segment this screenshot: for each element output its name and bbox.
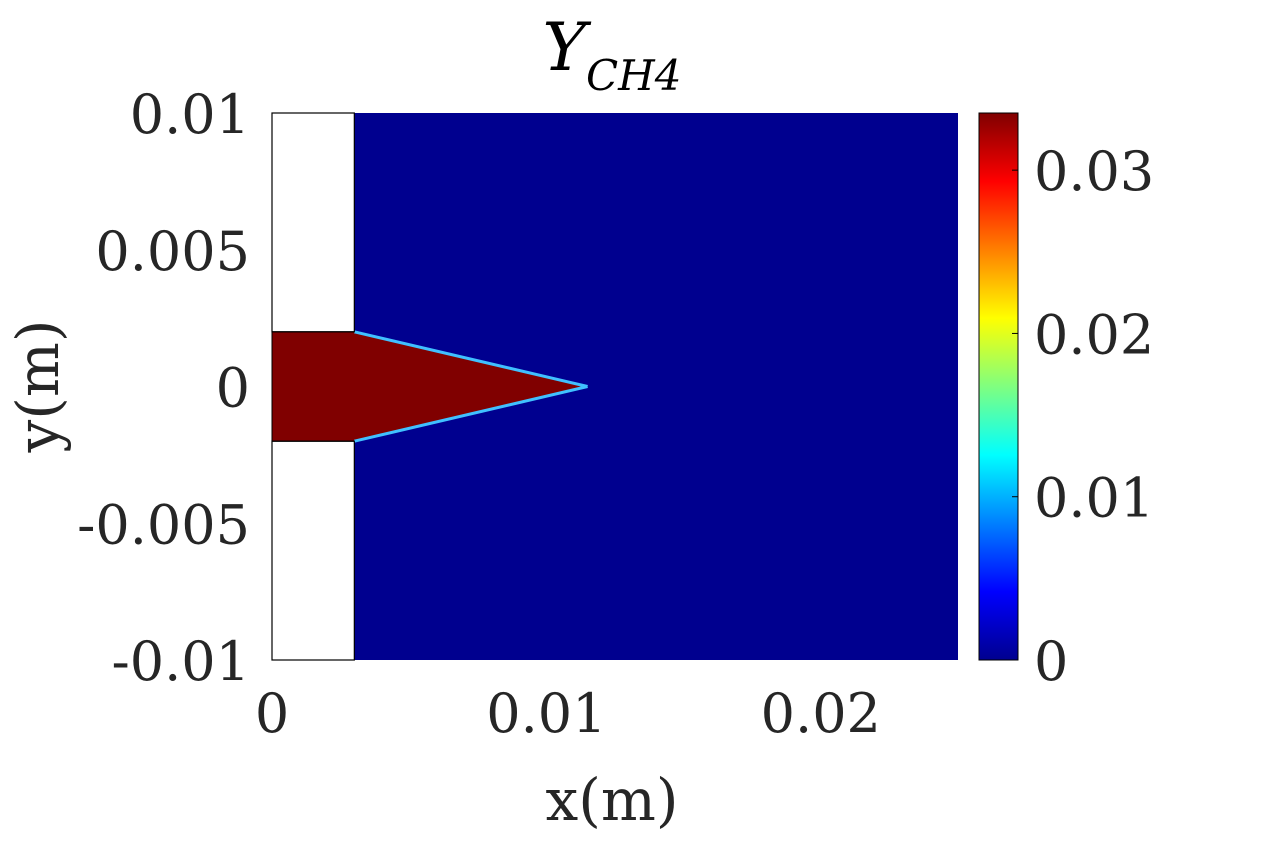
- plot-area: [271, 112, 958, 661]
- y-axis-label: y(m): [4, 319, 72, 453]
- x-tick-label: 0: [255, 682, 289, 745]
- colorbar-tick-label: 0.03: [1034, 140, 1154, 203]
- fuel-jet-region: [272, 331, 588, 442]
- x-axis-label: x(m): [546, 766, 679, 834]
- inlet-wall-outline-top: [271, 112, 355, 333]
- y-tick-label: 0.01: [130, 83, 250, 146]
- y-axis-ticks: 0.01 0.005 0 -0.005 -0.01: [77, 83, 250, 693]
- colorbar-tick-label: 0.02: [1034, 303, 1154, 366]
- colorbar-ticks: 0.03 0.02 0.01 0: [1012, 140, 1154, 693]
- x-tick-label: 0.02: [761, 682, 881, 745]
- x-tick-label: 0.01: [486, 682, 606, 745]
- inlet-wall-outline-bottom: [271, 440, 355, 661]
- fuel-jet-edge-top: [353, 330, 588, 388]
- fuel-jet-edge-bottom: [353, 385, 588, 443]
- y-tick-label: -0.005: [77, 493, 250, 556]
- colorbar-tick-label: 0: [1034, 630, 1068, 693]
- colorbar-tick-label: 0.01: [1034, 467, 1154, 530]
- y-tick-label: 0: [216, 357, 250, 420]
- x-axis-ticks: 0 0.01 0.02: [255, 682, 881, 745]
- colorbar: 0.03 0.02 0.01 0: [978, 112, 1154, 693]
- chart-title: YCH4: [542, 9, 681, 100]
- colorbar-gradient: [978, 112, 1019, 661]
- y-tick-label: -0.01: [112, 630, 250, 693]
- y-tick-label: 0.005: [95, 220, 250, 283]
